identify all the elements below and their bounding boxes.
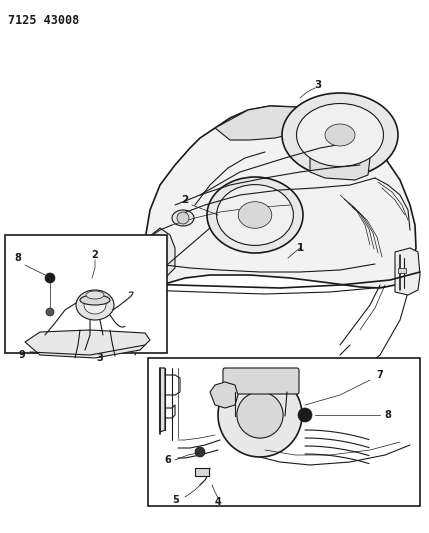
Bar	[398, 268, 406, 273]
Ellipse shape	[84, 296, 106, 314]
Text: 2: 2	[181, 195, 189, 205]
Polygon shape	[395, 248, 420, 295]
Ellipse shape	[172, 210, 194, 226]
Ellipse shape	[238, 201, 272, 228]
Ellipse shape	[80, 295, 110, 305]
Circle shape	[177, 212, 189, 224]
Polygon shape	[145, 228, 175, 285]
Text: 1: 1	[296, 243, 304, 253]
Circle shape	[45, 273, 55, 283]
Text: 5: 5	[172, 495, 179, 505]
Text: 7: 7	[377, 370, 384, 380]
Ellipse shape	[282, 93, 398, 177]
Text: 8: 8	[15, 253, 21, 263]
Polygon shape	[25, 330, 150, 358]
Circle shape	[237, 392, 283, 438]
Text: 7125 43008: 7125 43008	[8, 14, 79, 27]
Ellipse shape	[296, 103, 384, 166]
Polygon shape	[160, 368, 165, 432]
Bar	[195, 468, 209, 476]
Text: 2: 2	[92, 250, 98, 260]
Bar	[148, 358, 420, 506]
Ellipse shape	[217, 184, 293, 245]
Text: 6: 6	[165, 455, 171, 465]
Text: 9: 9	[18, 350, 25, 360]
Text: 4: 4	[214, 497, 221, 507]
Text: 3: 3	[97, 353, 103, 363]
Bar	[5, 235, 167, 353]
Ellipse shape	[207, 177, 303, 253]
Ellipse shape	[76, 290, 114, 320]
Circle shape	[298, 408, 312, 422]
Text: 8: 8	[384, 410, 391, 420]
Ellipse shape	[325, 124, 355, 146]
Polygon shape	[215, 106, 320, 140]
Ellipse shape	[86, 291, 104, 299]
Polygon shape	[310, 150, 370, 180]
Polygon shape	[210, 382, 238, 408]
Circle shape	[195, 447, 205, 457]
Circle shape	[218, 373, 302, 457]
Circle shape	[46, 308, 54, 316]
Text: 3: 3	[314, 80, 322, 90]
Polygon shape	[145, 106, 416, 288]
FancyBboxPatch shape	[223, 368, 299, 394]
